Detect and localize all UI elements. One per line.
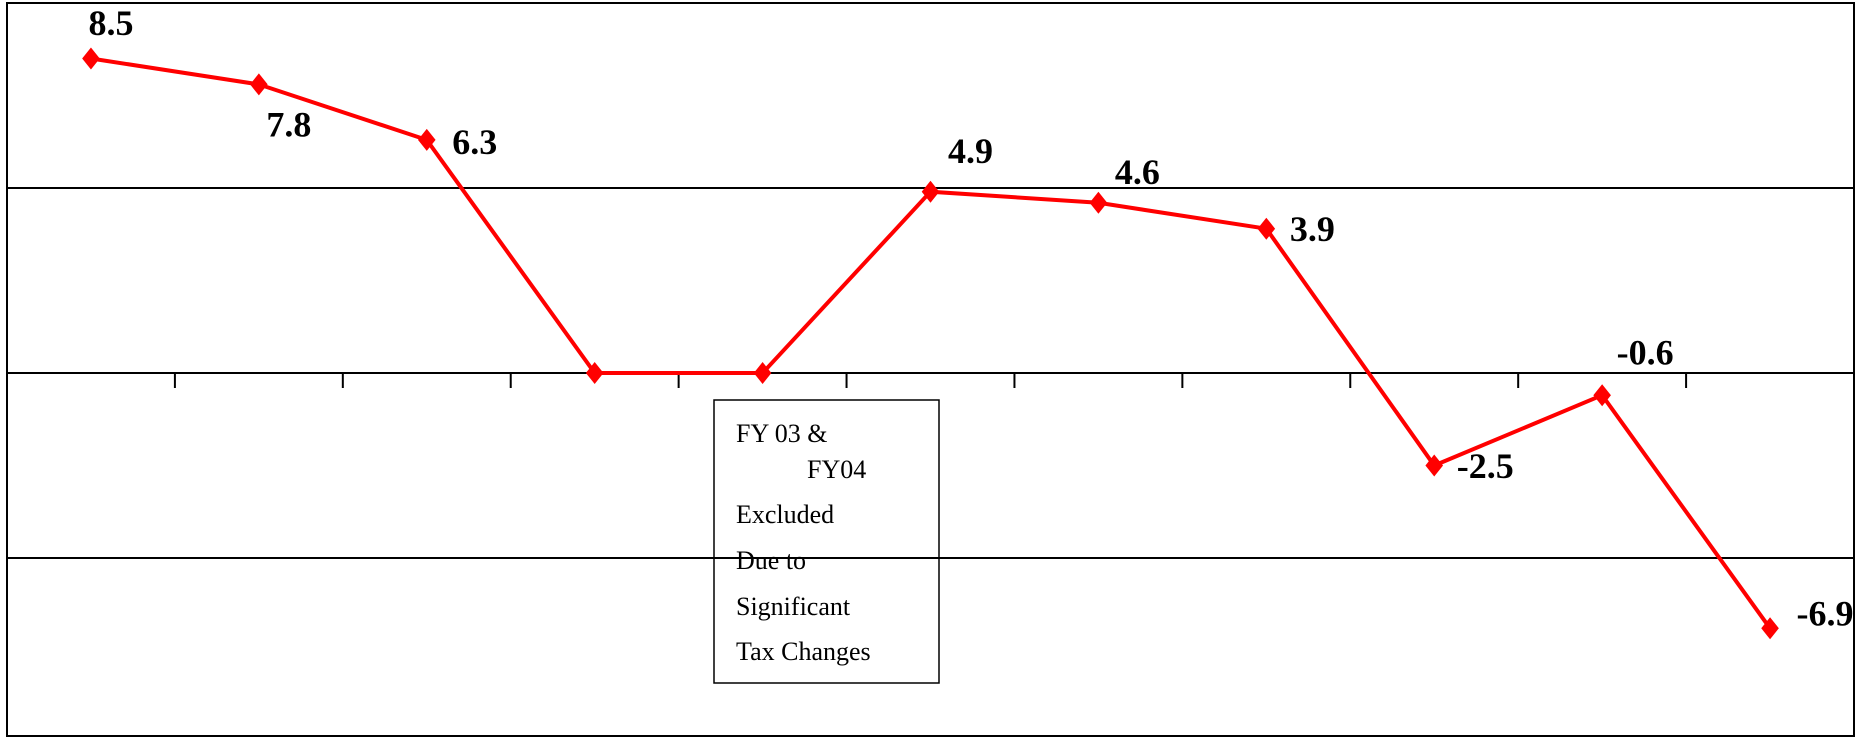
data-label: -0.6 (1617, 332, 1674, 372)
annotation-text: FY 03 & (736, 419, 828, 448)
annotation-text: Excluded (736, 500, 834, 529)
data-label: 8.5 (88, 3, 133, 43)
data-label: 3.9 (1290, 209, 1335, 249)
plot-frame (6, 2, 1855, 737)
data-label: 4.9 (948, 131, 993, 171)
annotation-text: Significant (736, 592, 851, 621)
marker (921, 180, 940, 203)
marker (1089, 191, 1108, 214)
line (90, 56, 1772, 630)
marker (1761, 617, 1779, 640)
marker (417, 128, 436, 151)
data-label: 6.3 (452, 122, 497, 162)
marker (753, 362, 772, 384)
data-label: 4.6 (1115, 152, 1160, 192)
marker (250, 73, 268, 96)
marker (585, 362, 604, 384)
marker (1257, 217, 1276, 240)
data-label: -2.5 (1457, 446, 1514, 486)
data-label: 7.8 (266, 105, 311, 145)
annotation-text: Tax Changes (736, 637, 871, 666)
marker (1425, 454, 1444, 477)
marker (1593, 384, 1611, 407)
marker (82, 47, 100, 70)
data-label: -6.9 (1797, 594, 1854, 634)
annotation-box (713, 399, 940, 684)
annotation-text: FY04 (807, 455, 866, 484)
annotation-text: Due to (736, 546, 806, 575)
